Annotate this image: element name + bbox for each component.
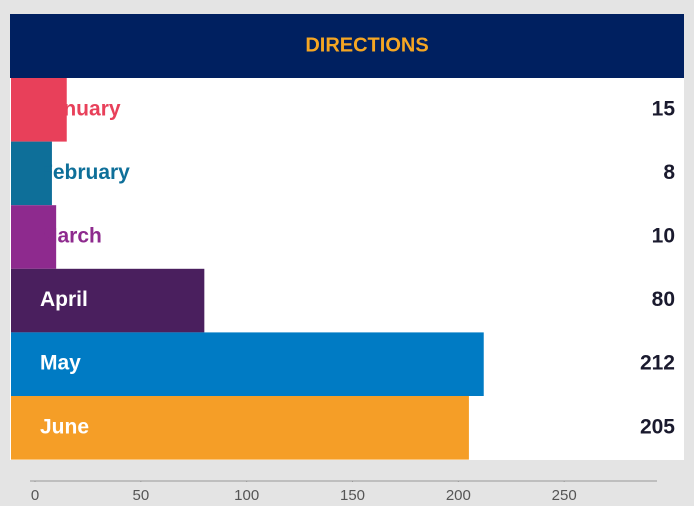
category-label: April (40, 288, 88, 311)
x-tick-label: 150 (340, 487, 365, 504)
header (10, 14, 684, 78)
chart-title: DIRECTIONS (305, 34, 428, 56)
category-label: June (40, 415, 89, 438)
value-label: 212 (640, 352, 675, 375)
category-label: March (40, 225, 102, 248)
bar (11, 268, 205, 333)
category-label: February (40, 161, 130, 184)
bar (11, 78, 67, 142)
value-label: 205 (640, 415, 675, 438)
x-tick-label: 0 (31, 487, 39, 504)
x-tick-label: 50 (132, 487, 149, 504)
bar (11, 396, 469, 460)
category-label: May (40, 352, 81, 375)
value-label: 10 (652, 225, 675, 248)
value-label: 8 (663, 161, 675, 184)
x-tick-label: 200 (446, 487, 471, 504)
bar (11, 332, 484, 396)
x-tick-label: 250 (552, 487, 577, 504)
bar (11, 141, 52, 206)
value-label: 80 (652, 288, 675, 311)
x-tick-label: 100 (234, 487, 259, 504)
bar (11, 205, 57, 269)
category-label: January (40, 97, 121, 120)
value-label: 15 (652, 97, 676, 120)
